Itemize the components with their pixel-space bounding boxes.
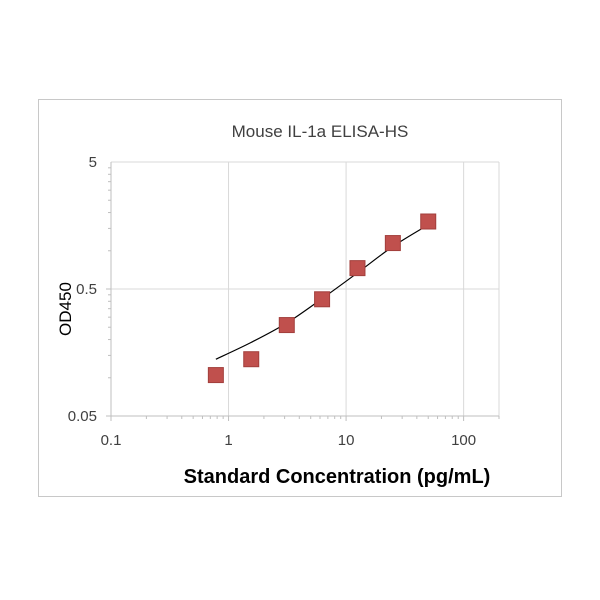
axes bbox=[106, 162, 500, 421]
y-tick-label: 0.5 bbox=[76, 281, 97, 298]
x-tick-label: 1 bbox=[224, 432, 232, 449]
data-point bbox=[207, 367, 224, 384]
data-point bbox=[314, 291, 331, 308]
x-tick-label: 0.1 bbox=[101, 432, 122, 449]
y-tick-label: 5 bbox=[89, 154, 97, 171]
data-point bbox=[278, 317, 295, 334]
chart: 0.1 1 10 100 0.05 0.5 5 Mouse IL-1a ELISA-HS O… bbox=[56, 122, 500, 488]
x-tick-label: 10 bbox=[338, 432, 355, 449]
data-points bbox=[207, 213, 437, 384]
gridlines bbox=[111, 161, 500, 416]
y-axis-label: OD450 bbox=[56, 282, 75, 336]
chart-frame: 0.1 1 10 100 0.05 0.5 5 Mouse IL-1a ELISA-HS O… bbox=[38, 99, 562, 497]
data-point bbox=[349, 260, 366, 277]
data-point bbox=[243, 351, 260, 368]
x-tick-label: 100 bbox=[451, 432, 476, 449]
data-point bbox=[384, 235, 401, 252]
y-tick-label: 0.05 bbox=[68, 408, 97, 425]
tick-labels: 0.1 1 10 100 0.05 0.5 5 bbox=[68, 154, 476, 449]
x-axis-label: Standard Concentration (pg/mL) bbox=[184, 466, 491, 488]
data-point bbox=[420, 213, 437, 230]
chart-title: Mouse IL-1a ELISA-HS bbox=[232, 122, 409, 141]
